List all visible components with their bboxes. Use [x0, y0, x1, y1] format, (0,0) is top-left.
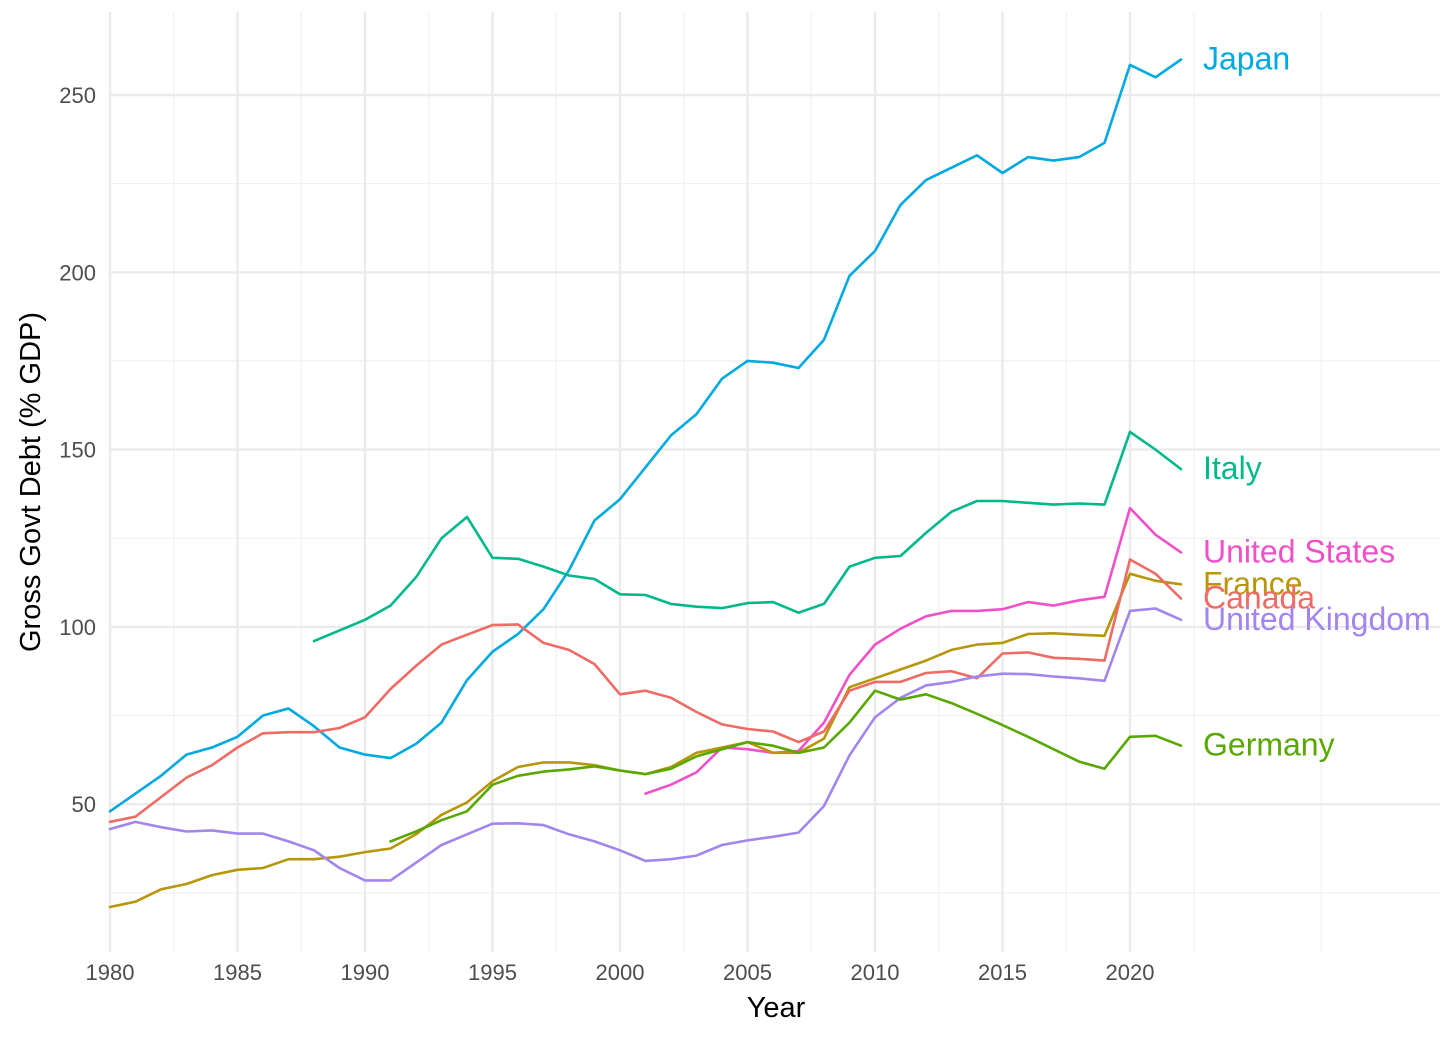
- series-line-united-states: [644, 506, 1183, 795]
- x-axis-title: Year: [747, 992, 806, 1024]
- series-line-germany: [389, 689, 1183, 843]
- major-x-gridlines: [108, 12, 1132, 952]
- y-tick-label: 50: [72, 792, 96, 817]
- minor-y-gridlines: [110, 182, 1440, 894]
- major-y-gridlines: [110, 93, 1440, 806]
- x-tick-label: 2005: [723, 960, 772, 985]
- series-line-canada: [108, 558, 1183, 824]
- x-tick-label: 2020: [1106, 960, 1155, 985]
- x-tick-label: 1980: [86, 960, 135, 985]
- x-axis-tick-labels: 1980 1985 1990 1995 2000 2005 2010 2015 2020: [86, 960, 1155, 985]
- series-labels: Japan Italy United StatesFranceCanadaUnite…: [1203, 41, 1431, 763]
- series-label-japan: Japan: [1203, 41, 1290, 77]
- y-tick-label: 100: [59, 615, 96, 640]
- series-lines: [108, 58, 1183, 909]
- series-label-united-kingdom: United Kingdom: [1203, 601, 1431, 637]
- series-label-germany: Germany: [1203, 727, 1335, 763]
- series-line-united-kingdom: [108, 607, 1183, 882]
- series-line-japan: [108, 58, 1183, 813]
- x-tick-label: 2015: [978, 960, 1027, 985]
- x-tick-label: 1990: [341, 960, 390, 985]
- series-line-france: [108, 572, 1183, 909]
- x-tick-label: 1985: [213, 960, 262, 985]
- y-tick-label: 200: [59, 260, 96, 285]
- y-tick-label: 250: [59, 83, 96, 108]
- series-label-italy: Italy: [1203, 450, 1262, 486]
- minor-x-gridlines: [173, 12, 1322, 952]
- x-tick-label: 1995: [468, 960, 517, 985]
- series-line-italy: [312, 430, 1183, 643]
- y-tick-label: 150: [59, 438, 96, 463]
- series-label-canada: Canada: [1203, 580, 1315, 616]
- series-label-france: France: [1203, 565, 1303, 601]
- series-label-united-states: United States: [1203, 533, 1395, 569]
- x-tick-label: 2000: [596, 960, 645, 985]
- x-tick-label: 2010: [851, 960, 900, 985]
- y-axis-title: Gross Govt Debt (% GDP): [15, 312, 47, 652]
- y-axis-tick-labels: 50 100 150 200 250: [59, 83, 96, 817]
